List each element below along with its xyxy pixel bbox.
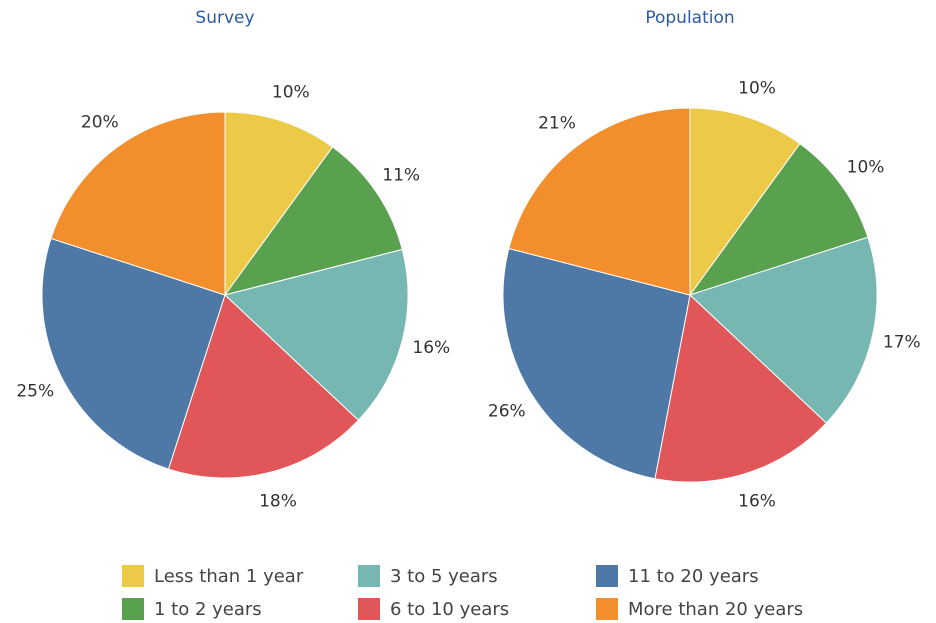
pie-slice bbox=[508, 107, 691, 296]
slice-label: 16% bbox=[738, 491, 776, 511]
legend-label: 6 to 10 years bbox=[390, 599, 509, 620]
legend-label: 11 to 20 years bbox=[628, 566, 759, 587]
legend-label: Less than 1 year bbox=[154, 566, 304, 587]
slice-label: 10% bbox=[847, 157, 885, 177]
legend-swatch bbox=[122, 598, 144, 620]
slice-label: 20% bbox=[81, 113, 119, 133]
slice-label: 26% bbox=[488, 401, 526, 421]
legend-swatch bbox=[358, 598, 380, 620]
legend-swatch bbox=[596, 598, 618, 620]
slice-label: 16% bbox=[412, 338, 450, 358]
chart-title: Population bbox=[645, 8, 734, 28]
legend-label: More than 20 years bbox=[628, 599, 803, 620]
slice-label: 10% bbox=[738, 79, 776, 99]
pie-slice bbox=[688, 143, 869, 296]
legend-swatch bbox=[122, 565, 144, 587]
pie-slice bbox=[41, 237, 226, 470]
slice-label: 11% bbox=[382, 165, 420, 185]
pie-slice bbox=[223, 146, 403, 296]
pie-slice bbox=[689, 107, 801, 297]
pie-slice bbox=[654, 294, 828, 483]
legend-swatch bbox=[596, 565, 618, 587]
pie-slice bbox=[689, 236, 878, 424]
pie-slice bbox=[224, 111, 334, 297]
pie-slice bbox=[167, 294, 360, 479]
legend-label: 1 to 2 years bbox=[154, 599, 262, 620]
slice-label: 10% bbox=[272, 82, 310, 102]
pie-slice bbox=[50, 111, 226, 296]
pie-slice bbox=[502, 247, 691, 480]
pie-slice bbox=[223, 248, 409, 421]
slice-label: 21% bbox=[538, 114, 576, 134]
slice-label: 25% bbox=[16, 382, 54, 402]
slice-label: 18% bbox=[259, 491, 297, 511]
legend-label: 3 to 5 years bbox=[390, 566, 498, 587]
chart-title: Survey bbox=[195, 8, 254, 28]
legend-swatch bbox=[358, 565, 380, 587]
slice-label: 17% bbox=[883, 332, 921, 352]
